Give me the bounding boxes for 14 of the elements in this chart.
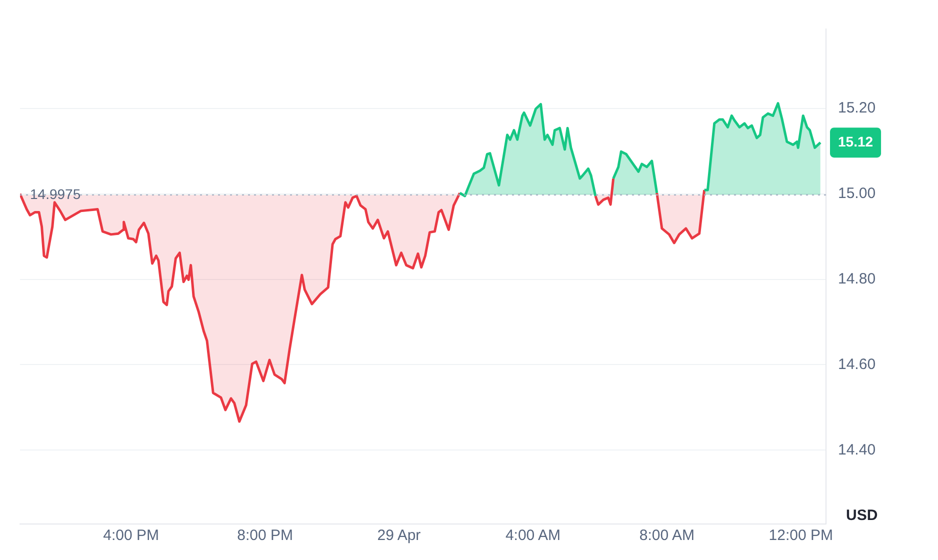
y-tick-label: 14.40	[838, 441, 876, 458]
x-tick-label: 12:00 PM	[768, 527, 833, 544]
y-tick-label: 15.00	[838, 185, 876, 202]
annotation: 15.12	[838, 133, 874, 150]
y-tick-label: 14.80	[838, 270, 876, 288]
x-tick-label: 8:00 AM	[639, 527, 694, 544]
x-tick-label: 8:00 PM	[237, 527, 293, 544]
x-tick-label: 4:00 PM	[103, 527, 160, 544]
x-tick-label: 29 Apr	[377, 527, 421, 544]
y-tick-label: 14.60	[838, 356, 876, 373]
x-tick-label: 4:00 AM	[505, 527, 560, 544]
ref-line-label: 14.9975	[30, 186, 81, 202]
y-tick-label: 15.20	[838, 100, 876, 117]
y-axis-title: USD	[846, 507, 878, 524]
